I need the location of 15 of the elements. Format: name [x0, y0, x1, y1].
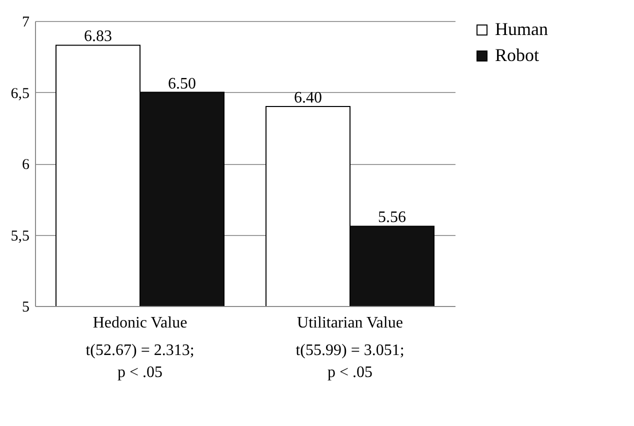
- text: 6.40: [294, 90, 322, 106]
- x-tick-label: Hedonic Value: [92, 314, 188, 332]
- y-tick-label: 6: [22, 157, 30, 173]
- text: t(55.99) = 3.051; p < .05: [296, 342, 404, 381]
- legend-label: Robot: [495, 45, 540, 65]
- text: 6.50: [168, 75, 196, 92]
- y-tick-label: 7: [22, 14, 30, 30]
- text: t(52.67) = 2.313; p < .05: [86, 342, 194, 381]
- x-tick-label: Utilitarian Value: [297, 314, 403, 332]
- legend-label: Human: [495, 19, 548, 39]
- text: 6.83: [84, 28, 112, 46]
- text: 5.56: [378, 209, 406, 226]
- y-tick-label: 5: [22, 300, 30, 316]
- y-tick-label: 6,5: [10, 86, 30, 102]
- y-tick-label: 5,5: [10, 228, 30, 244]
